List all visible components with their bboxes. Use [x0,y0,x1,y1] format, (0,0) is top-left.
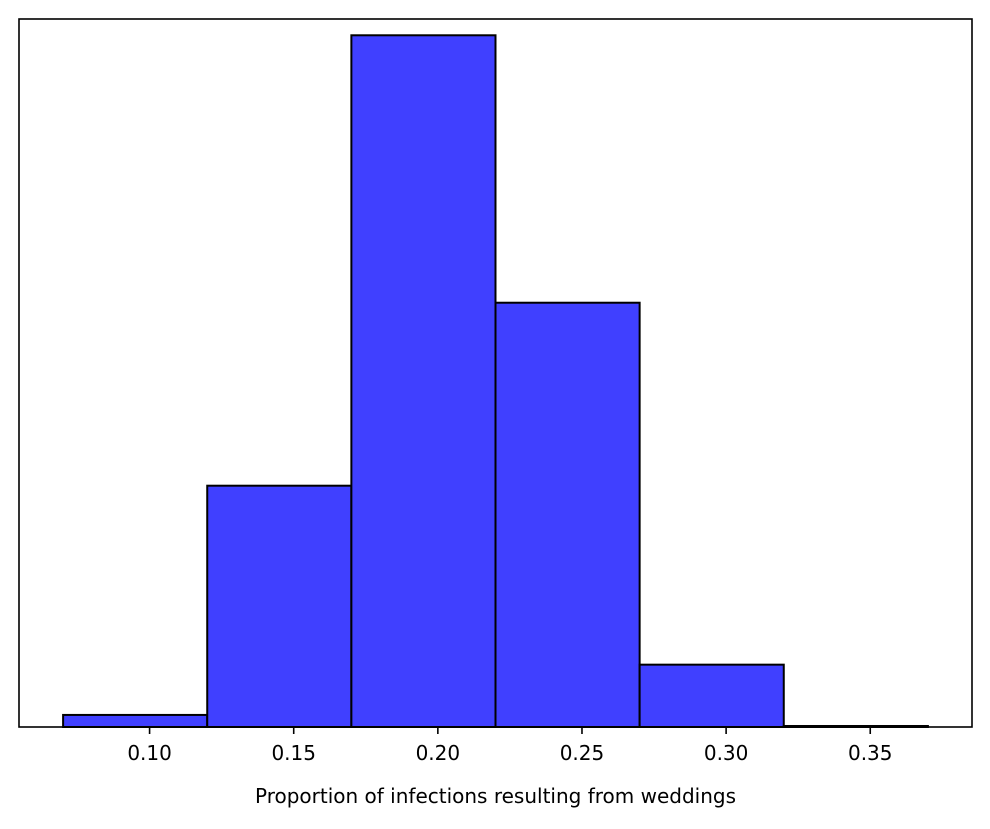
x-tick-label: 0.25 [560,741,605,765]
histogram-bar [494,301,641,728]
plot-frame [18,18,973,728]
x-tick-label: 0.20 [416,741,461,765]
histogram-bar [62,713,209,728]
histogram-bar [350,34,497,729]
bars-group [62,34,929,729]
x-axis-ticks: 0.10 0.15 0.20 0.25 0.30 0.35 [127,727,893,765]
x-tick-label: 0.10 [127,741,172,765]
histogram-bar [206,484,353,729]
histogram-bar [638,663,785,729]
x-axis-label: Proportion of infections resulting from … [255,784,736,808]
x-tick-label: 0.15 [271,741,316,765]
x-tick-label: 0.35 [848,741,893,765]
x-tick-label: 0.30 [704,741,749,765]
